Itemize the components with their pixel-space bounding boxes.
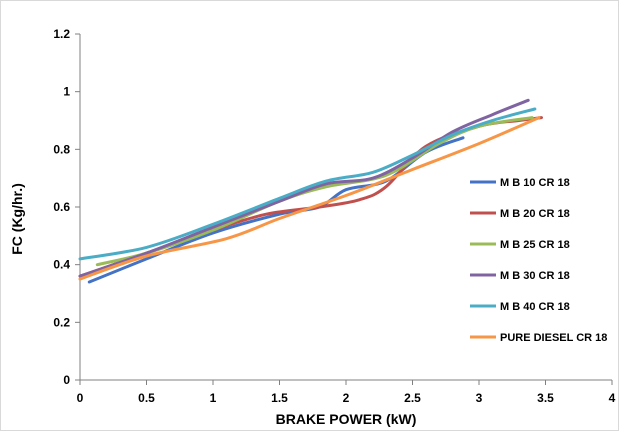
y-tick-label: 0.4 <box>53 258 70 272</box>
legend: M B 10 CR 18 M B 20 CR 18 M B 25 CR 18 M B … <box>470 177 607 344</box>
x-tick-label: 0.5 <box>138 391 155 405</box>
series-line-1 <box>87 136 465 284</box>
y-tick-label: 0.6 <box>53 200 70 214</box>
x-tick-label: 4 <box>609 391 616 405</box>
series-line-5 <box>78 107 537 261</box>
x-axis-title: BRAKE POWER (kW) <box>276 411 417 427</box>
x-tick-label: 3.5 <box>537 391 554 405</box>
x-tick-label: 0 <box>77 391 84 405</box>
series-group <box>78 98 543 284</box>
axes <box>79 34 612 381</box>
x-tick-label: 2.5 <box>404 391 421 405</box>
y-tick-label: 0.2 <box>53 315 70 329</box>
y-tick-label: 1 <box>63 85 70 99</box>
y-tick-group: 0 0.2 0.4 0.6 0.8 1 1.2 <box>53 27 80 387</box>
legend-label-3: M B 25 CR 18 <box>500 239 570 251</box>
legend-label-6: PURE DIESEL CR 18 <box>500 332 607 344</box>
legend-label-4: M B 30 CR 18 <box>500 270 570 282</box>
x-tick-label: 2 <box>343 391 350 405</box>
legend-label-1: M B 10 CR 18 <box>500 177 570 189</box>
x-tick-label: 1.5 <box>271 391 288 405</box>
legend-label-2: M B 20 CR 18 <box>500 208 570 220</box>
series-line-4 <box>78 98 530 278</box>
x-tick-label: 3 <box>476 391 483 405</box>
y-tick-label: 0.8 <box>53 142 70 156</box>
y-tick-label: 0 <box>63 373 70 387</box>
x-tick-label: 1 <box>210 391 217 405</box>
y-axis-title: FC (Kg/hr.) <box>9 183 25 255</box>
y-tick-label: 1.2 <box>53 27 70 41</box>
series-line-6 <box>78 116 541 281</box>
x-tick-group: 0 0.5 1 1.5 2 2.5 3 3.5 4 <box>77 380 616 405</box>
legend-label-5: M B 40 CR 18 <box>500 301 570 313</box>
